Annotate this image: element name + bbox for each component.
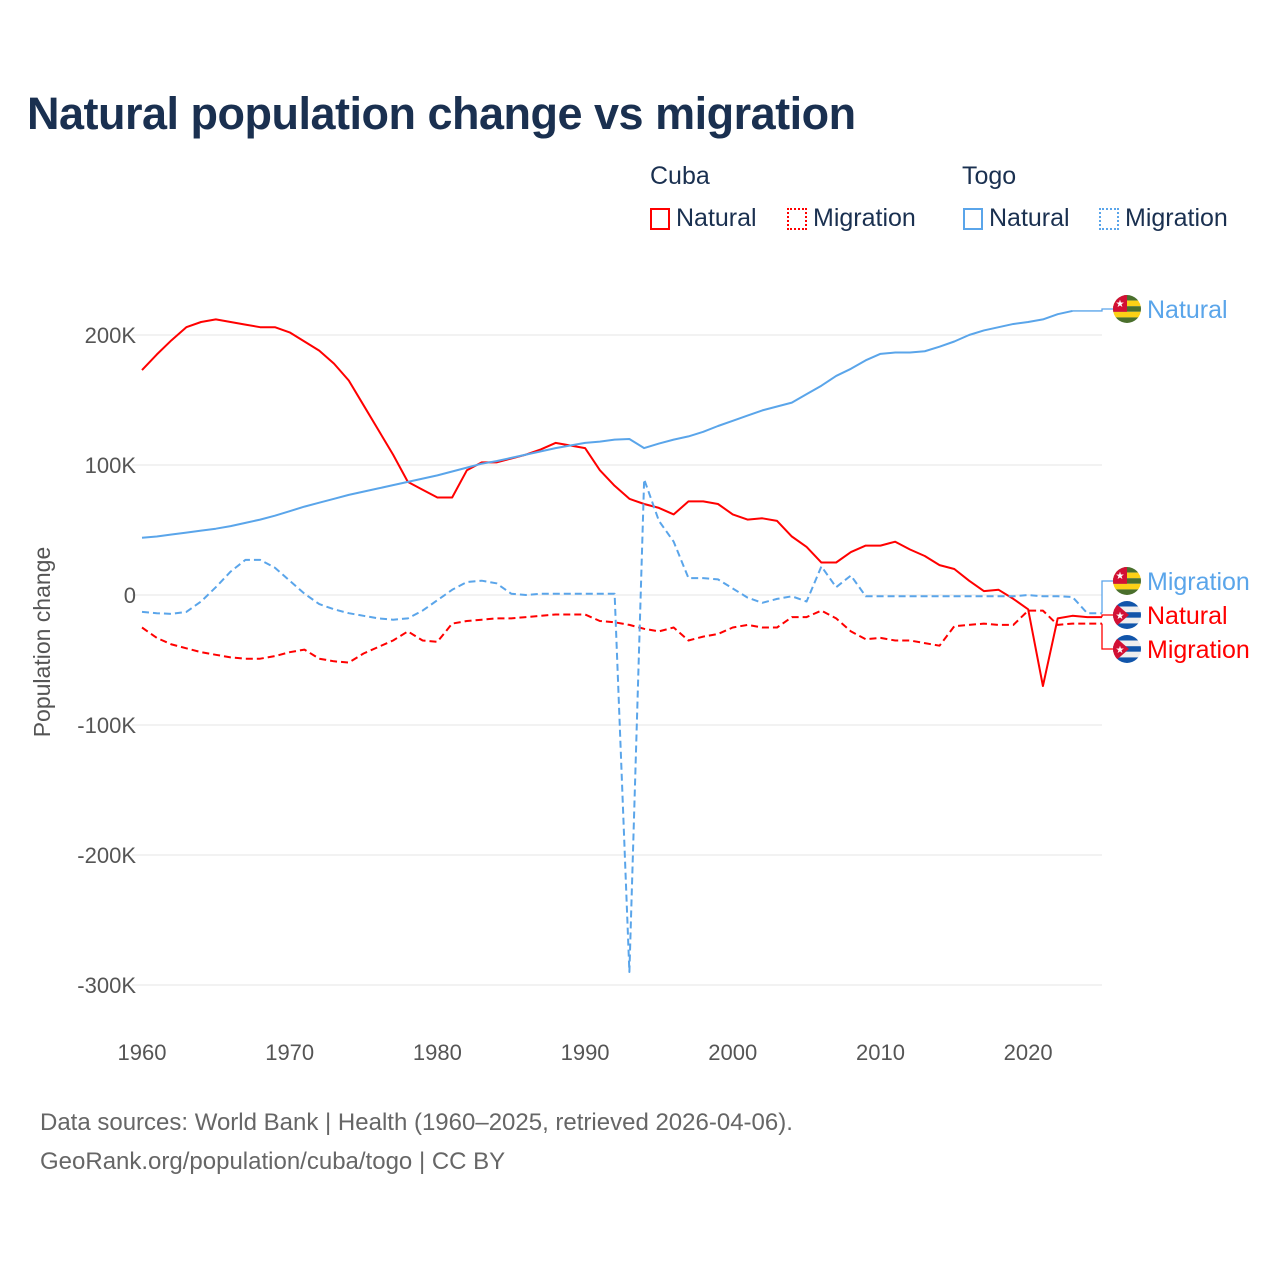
- label-connector: [1072, 308, 1114, 312]
- x-tick-label: 1980: [413, 1040, 462, 1065]
- legend-cuba-natural[interactable]: Natural: [650, 204, 757, 233]
- series-line-togo-natural: [141, 309, 1073, 539]
- series-line-cuba-natural: [141, 318, 1102, 687]
- svg-text:★: ★: [1116, 299, 1125, 310]
- svg-text:★: ★: [1116, 571, 1125, 582]
- legend-togo-migration[interactable]: Migration: [1099, 204, 1228, 233]
- togo-flag-icon: ★: [1113, 567, 1141, 595]
- legend-swatch-solid: [650, 207, 670, 230]
- legend-swatch-solid: [963, 207, 983, 230]
- legend-label: Natural: [989, 204, 1070, 232]
- end-label-togo-natural: Natural: [1147, 296, 1228, 324]
- legend-cuba-migration[interactable]: Migration: [787, 204, 916, 233]
- end-label-cuba-natural: Natural: [1147, 602, 1228, 630]
- chart-title: Natural population change vs migration: [27, 88, 856, 139]
- cuba-flag-icon: ★: [1113, 635, 1141, 663]
- footer-sources: Data sources: World Bank | Health (1960–…: [40, 1109, 793, 1136]
- label-connector: [1101, 614, 1114, 618]
- svg-text:★: ★: [1116, 645, 1125, 656]
- series-line-cuba-migration: [141, 609, 1102, 664]
- svg-text:★: ★: [1116, 611, 1125, 622]
- cuba-flag-icon: ★: [1113, 601, 1141, 629]
- legend-togo-natural[interactable]: Natural: [963, 204, 1070, 233]
- y-tick-label: 100K: [85, 453, 137, 478]
- x-tick-label: 1990: [561, 1040, 610, 1065]
- togo-flag-icon: ★: [1113, 295, 1141, 323]
- footer-credit[interactable]: GeoRank.org/population/cuba/togo | CC BY: [40, 1148, 506, 1175]
- legend-label: Natural: [676, 204, 757, 232]
- x-tick-label: 2000: [708, 1040, 757, 1065]
- x-tick-label: 2020: [1004, 1040, 1053, 1065]
- label-connector: [1101, 623, 1114, 650]
- x-tick-label: 1960: [118, 1040, 167, 1065]
- y-tick-label: 0: [124, 583, 136, 608]
- y-tick-label: 200K: [85, 323, 137, 348]
- x-tick-label: 2010: [856, 1040, 905, 1065]
- legend-group-cuba: Cuba: [650, 162, 710, 190]
- x-tick-label: 1970: [265, 1040, 314, 1065]
- y-tick-label: -300K: [77, 973, 136, 998]
- legend-group-togo: Togo: [962, 162, 1017, 190]
- legend-swatch-dotted: [787, 207, 807, 230]
- label-connector: [1101, 580, 1114, 614]
- series-line-togo-migration: [141, 478, 1102, 973]
- legend-label: Migration: [813, 204, 916, 232]
- end-label-cuba-migration: Migration: [1147, 636, 1250, 664]
- legend-swatch-dotted: [1099, 207, 1119, 230]
- end-label-togo-migration: Migration: [1147, 568, 1250, 596]
- y-tick-label: -200K: [77, 843, 136, 868]
- y-tick-label: -100K: [77, 713, 136, 738]
- y-axis-label: Population change: [29, 547, 55, 738]
- legend-label: Migration: [1125, 204, 1228, 232]
